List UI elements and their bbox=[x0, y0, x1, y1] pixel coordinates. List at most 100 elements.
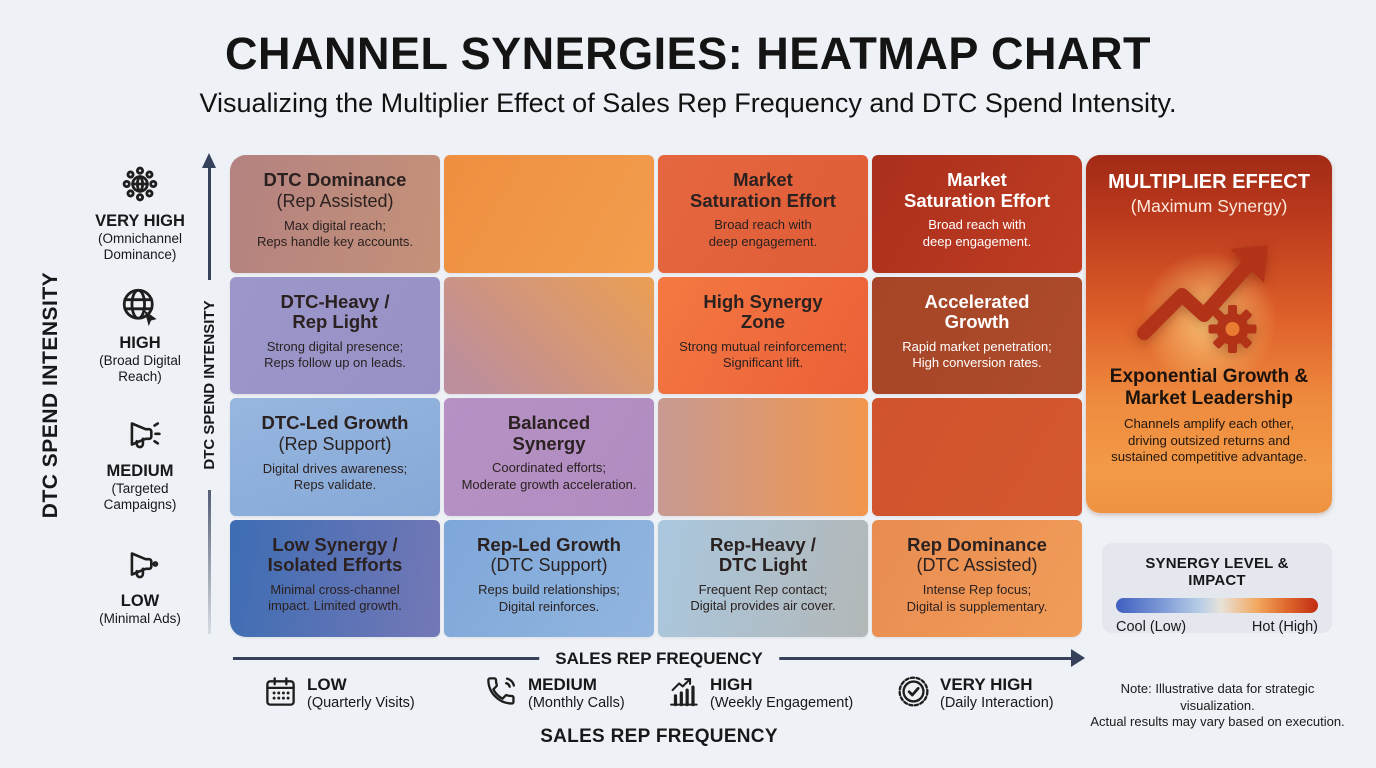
growth-arrow-gear-graphic bbox=[1128, 219, 1290, 366]
multiplier-heading: Exponential Growth & Market Leadership bbox=[1109, 366, 1309, 409]
network-globe-icon bbox=[119, 166, 161, 209]
growth-arrow-icon bbox=[1137, 245, 1268, 340]
megaphone-icon bbox=[119, 552, 161, 589]
x-tick-label: LOW bbox=[307, 674, 347, 694]
cell-desc: Coordinated efforts; Moderate growth acc… bbox=[461, 460, 637, 492]
bar-chart-icon bbox=[666, 674, 701, 714]
heatmap-cell-r3c1: Rep-Led Growth (DTC Support) Reps build … bbox=[444, 519, 654, 637]
x-tick-desc: (Daily Interaction) bbox=[940, 694, 1054, 711]
x-tick-label: HIGH bbox=[710, 674, 753, 694]
heatmap-grid: DTC Dominance (Rep Assisted) Max digital… bbox=[230, 155, 1082, 637]
multiplier-title: MULTIPLIER EFFECT bbox=[1108, 171, 1310, 193]
heatmap-cell-r2c0: DTC-Led Growth (Rep Support) Digital dri… bbox=[230, 398, 440, 516]
y-tick-desc: (Minimal Ads) bbox=[99, 611, 181, 626]
cell-subtitle: (DTC Support) bbox=[490, 555, 608, 576]
cell-title: Balanced Synergy bbox=[507, 412, 591, 454]
cell-desc: Rapid market penetration; High conversio… bbox=[902, 338, 1052, 371]
x-tick-desc: (Monthly Calls) bbox=[528, 694, 625, 711]
heatmap-cell-r1c3: Accelerated Growth Rapid market penetrat… bbox=[872, 276, 1082, 394]
cell-title: Market Saturation Effort bbox=[690, 169, 836, 211]
page-title: CHANNEL SYNERGIES: HEATMAP CHART bbox=[224, 28, 1152, 79]
legend-title: SYNERGY LEVEL & IMPACT bbox=[1145, 555, 1289, 589]
cell-title: DTC Dominance bbox=[263, 169, 407, 190]
y-tick-label: LOW bbox=[120, 592, 160, 610]
legend-high-label: Hot (High) bbox=[1251, 619, 1318, 635]
y-tick-desc: (Targeted Campaigns) bbox=[103, 481, 177, 513]
cell-subtitle: (Rep Assisted) bbox=[276, 190, 394, 211]
header: CHANNEL SYNERGIES: HEATMAP CHART Visuali… bbox=[0, 28, 1376, 119]
y-tick-label: HIGH bbox=[119, 334, 161, 352]
x-tick-label: VERY HIGH bbox=[940, 674, 1033, 694]
heatmap-cell-r3c3: Rep Dominance (DTC Assisted) Intense Rep… bbox=[872, 519, 1082, 637]
heatmap-cell-r0c2: Market Saturation Effort Broad reach wit… bbox=[658, 155, 868, 273]
footnote: Note: Illustrative data for strategic vi… bbox=[1090, 681, 1345, 730]
cell-title: DTC-Led Growth bbox=[261, 412, 409, 433]
y-tick-low: LOW (Minimal Ads) bbox=[73, 543, 207, 627]
heatmap-cell-r0c3: Market Saturation Effort Broad reach wit… bbox=[872, 155, 1082, 273]
check-badge-icon bbox=[896, 674, 931, 714]
x-tick-high: HIGH (Weekly Engagement) bbox=[666, 674, 853, 714]
legend: SYNERGY LEVEL & IMPACT Cool (Low) Hot (H… bbox=[1102, 543, 1332, 635]
phone-icon bbox=[484, 674, 519, 714]
cell-desc: Broad reach with deep engagement. bbox=[922, 217, 1032, 249]
cell-desc: Strong mutual reinforcement; Significant… bbox=[679, 338, 847, 371]
y-axis-ticks: VERY HIGH (Omnichannel Dominance) HIGH (… bbox=[73, 163, 207, 643]
multiplier-subtitle: (Maximum Synergy) bbox=[1130, 196, 1288, 216]
legend-gradient-bar bbox=[1116, 598, 1318, 613]
cell-desc: Frequent Rep contact; Digital provides a… bbox=[690, 581, 836, 614]
cell-desc: Intense Rep focus; Digital is supplement… bbox=[906, 582, 1048, 614]
globe-cursor-icon bbox=[119, 288, 161, 331]
heatmap-cell-r0c0: DTC Dominance (Rep Assisted) Max digital… bbox=[230, 155, 440, 273]
multiplier-desc: Channels amplify each other, driving out… bbox=[1111, 415, 1307, 465]
heatmap-cell-r0c1 bbox=[444, 155, 654, 273]
page-subtitle: Visualizing the Multiplier Effect of Sal… bbox=[199, 88, 1177, 118]
x-tick-medium: MEDIUM (Monthly Calls) bbox=[484, 674, 625, 714]
cell-title: Rep-Heavy / DTC Light bbox=[710, 533, 816, 576]
x-axis-title: SALES REP FREQUENCY bbox=[540, 726, 778, 747]
y-tick-label: VERY HIGH bbox=[95, 212, 185, 230]
cell-desc: Reps build relationships; Digital reinfo… bbox=[478, 582, 620, 614]
heatmap-cell-r2c3 bbox=[872, 398, 1082, 516]
y-axis-label: DTC SPEND INTENSITY bbox=[39, 271, 62, 519]
cell-desc: Minimal cross-channel impact. Limited gr… bbox=[268, 581, 402, 614]
x-axis-arrowhead-icon bbox=[1071, 649, 1085, 667]
cell-desc: Digital drives awareness; Reps validate. bbox=[262, 460, 408, 493]
x-tick-very-high: VERY HIGH (Daily Interaction) bbox=[896, 674, 1054, 714]
heatmap-cell-r1c0: DTC-Heavy / Rep Light Strong digital pre… bbox=[230, 276, 440, 394]
heatmap-cell-r3c2: Rep-Heavy / DTC Light Frequent Rep conta… bbox=[658, 519, 868, 637]
cell-desc: Max digital reach; Reps handle key accou… bbox=[256, 217, 414, 250]
gear-icon bbox=[1208, 305, 1257, 353]
multiplier-effect-panel: MULTIPLIER EFFECT (Maximum Synergy) Expo… bbox=[1086, 155, 1332, 513]
x-axis-arrow: SALES REP FREQUENCY bbox=[233, 648, 1085, 669]
cell-title: Market Saturation Effort bbox=[904, 169, 1050, 211]
y-tick-very-high: VERY HIGH (Omnichannel Dominance) bbox=[73, 163, 207, 263]
x-axis-line-label: SALES REP FREQUENCY bbox=[539, 648, 779, 669]
cell-subtitle: (Rep Support) bbox=[278, 433, 392, 454]
cell-desc: Broad reach with deep engagement. bbox=[708, 217, 818, 249]
x-tick-low: LOW (Quarterly Visits) bbox=[263, 674, 415, 714]
y-tick-desc: (Broad Digital Reach) bbox=[99, 353, 181, 385]
x-tick-desc: (Quarterly Visits) bbox=[307, 694, 415, 711]
heatmap-cell-r2c2 bbox=[658, 398, 868, 516]
cell-title: High Synergy Zone bbox=[703, 290, 823, 333]
y-tick-high: HIGH (Broad Digital Reach) bbox=[73, 285, 207, 385]
cell-title: Low Synergy / Isolated Efforts bbox=[267, 533, 403, 576]
x-tick-label: MEDIUM bbox=[528, 674, 597, 694]
y-tick-label: MEDIUM bbox=[106, 462, 174, 480]
x-tick-desc: (Weekly Engagement) bbox=[710, 694, 854, 711]
cell-title: Rep Dominance bbox=[907, 533, 1047, 555]
heatmap-cell-r3c0: Low Synergy / Isolated Efforts Minimal c… bbox=[230, 519, 440, 637]
heatmap-cell-r2c1: Balanced Synergy Coordinated efforts; Mo… bbox=[444, 398, 654, 516]
y-tick-desc: (Omnichannel Dominance) bbox=[97, 231, 183, 263]
heatmap-cell-r1c1 bbox=[444, 276, 654, 394]
cell-title: DTC-Heavy / Rep Light bbox=[280, 290, 390, 333]
y-tick-medium: MEDIUM (Targeted Campaigns) bbox=[73, 413, 207, 513]
legend-low-label: Cool (Low) bbox=[1116, 619, 1187, 635]
megaphone-icon bbox=[119, 422, 161, 459]
cell-title: Accelerated Growth bbox=[924, 290, 1030, 333]
cell-title: Rep-Led Growth bbox=[477, 533, 621, 555]
calendar-icon bbox=[263, 674, 298, 714]
heatmap-cell-r1c2: High Synergy Zone Strong mutual reinforc… bbox=[658, 276, 868, 394]
y-axis-arrowhead-icon bbox=[202, 153, 216, 168]
cell-desc: Strong digital presence; Reps follow up … bbox=[264, 338, 406, 371]
